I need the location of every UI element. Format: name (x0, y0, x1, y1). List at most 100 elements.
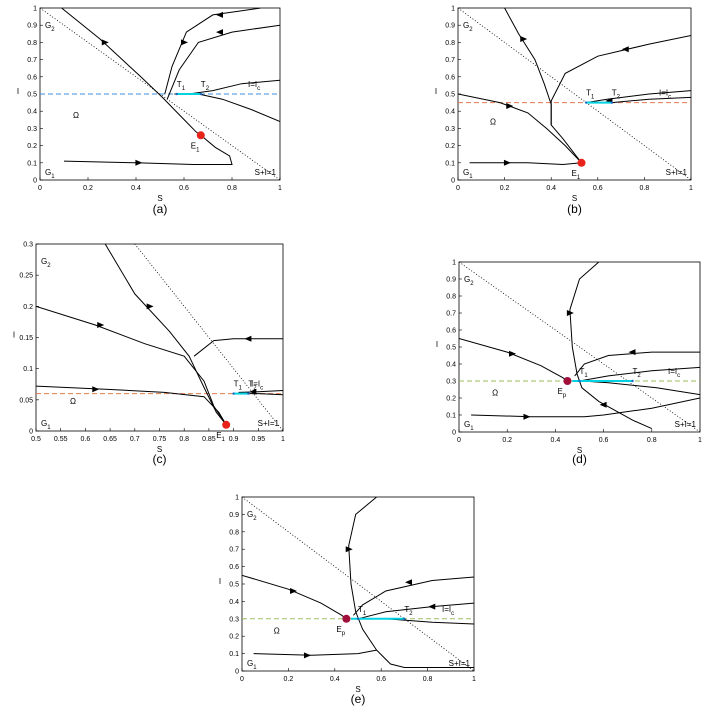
region-label-g2: G2 (464, 275, 474, 287)
trajectory-arrowhead (92, 386, 100, 393)
y-tick-label: 0 (29, 429, 33, 436)
x-tick-label: 0.6 (81, 436, 91, 443)
panel-caption: (b) (567, 202, 582, 216)
x-axis-label: S (157, 194, 162, 203)
tangent-point (175, 92, 178, 96)
tangent-point (199, 92, 202, 96)
x-tick-label: 0.95 (251, 436, 265, 443)
y-tick-label: 0.8 (446, 294, 456, 301)
diagonal-line (134, 244, 283, 431)
y-tick-label: 0.6 (27, 74, 37, 81)
y-tick-label: 0.9 (446, 277, 456, 284)
diagonal-line (242, 497, 474, 671)
y-tick-label: 0.7 (27, 57, 37, 64)
trajectory-arrowhead (135, 159, 143, 166)
y-tick-label: 0.4 (445, 109, 455, 116)
plot-content (40, 8, 280, 180)
x-tick-label: 0.4 (551, 437, 561, 444)
region-label-g1: G1 (463, 168, 473, 180)
region-label-g2: G2 (247, 510, 257, 522)
y-tick-label: 0.1 (445, 160, 455, 167)
diagonal-label: S+I=1 (675, 420, 697, 429)
y-tick-label: 0.8 (445, 40, 455, 47)
y-tick-label: 0.4 (229, 599, 239, 606)
trajectory-3 (469, 162, 582, 166)
region-label-omega: Ω (490, 117, 496, 126)
trajectory-arrowhead (503, 159, 511, 166)
trajectory-6 (611, 96, 691, 104)
y-tick-label: 0.1 (446, 413, 456, 420)
y-tick-label: 0.15 (19, 335, 33, 342)
trajectory-4 (574, 351, 700, 377)
tangent-point (631, 379, 634, 383)
y-tick-label: 0.2 (446, 396, 456, 403)
tangent-point (584, 101, 588, 104)
region-label-g2: G2 (41, 257, 51, 269)
x-tick-label: 0 (38, 185, 42, 192)
trajectory-4 (166, 24, 280, 100)
trajectory-arrowhead (244, 335, 252, 342)
trajectory-arrowhead (97, 322, 105, 329)
y-tick-label: 0.5 (445, 92, 455, 99)
equilibrium-point (222, 420, 231, 429)
x-tick-label: 0.6 (179, 185, 189, 192)
trajectory-3 (253, 649, 377, 656)
trajectory-arrowhead (405, 579, 413, 586)
region-label-omega: Ω (73, 111, 79, 120)
y-tick-label: 0.8 (27, 40, 37, 47)
tangent-point (610, 101, 613, 104)
trajectory-arrowhead (428, 603, 436, 610)
x-tick-label: 0.85 (202, 436, 216, 443)
panel-caption: (c) (153, 452, 167, 466)
point-label: T1 (358, 605, 367, 617)
y-tick-label: 1 (451, 6, 455, 13)
region-label-omega: Ω (274, 626, 280, 635)
trajectory-arrowhead (509, 350, 517, 357)
y-axis-label: I (435, 87, 437, 96)
x-tick-label: 0.8 (179, 436, 189, 443)
threshold-label: I=Ic (251, 380, 263, 392)
y-tick-label: 0.1 (229, 651, 239, 658)
x-tick-label: 1 (472, 676, 476, 683)
y-tick-label: 0 (451, 178, 455, 185)
point-label: T1 (586, 89, 595, 101)
equilibrium-point (342, 614, 351, 623)
y-tick-label: 0.5 (229, 582, 239, 589)
point-label: T1 (177, 80, 186, 92)
trajectory-6 (198, 93, 280, 122)
y-tick-label: 0.6 (446, 328, 456, 335)
region-label-omega: Ω (492, 388, 498, 397)
point-label: Ep (336, 625, 345, 637)
x-axis-label: S (572, 194, 577, 203)
y-tick-label: 0.05 (19, 397, 33, 404)
trajectory-arrowhead (599, 401, 607, 408)
point-label: T2 (404, 605, 413, 617)
y-tick-label: 0.4 (446, 362, 456, 369)
y-tick-label: 0.25 (19, 273, 33, 280)
x-tick-label: 0.8 (227, 185, 237, 192)
y-axis-label: I (219, 577, 221, 586)
y-tick-label: 0.5 (446, 345, 456, 352)
chart-panel-3: 0.5 0.55 0.6 0.65 0.7 0.75 0.8 0.85 0.9 0.95 1 0 0.0… (13, 242, 285, 467)
y-tick-label: 0.3 (229, 616, 239, 623)
y-tick-label: 0.2 (27, 143, 37, 150)
trajectory-arrowhead (621, 46, 629, 53)
y-tick-label: 0.2 (445, 143, 455, 150)
x-tick-label: 0.2 (500, 185, 510, 192)
diagonal-line (459, 262, 700, 432)
panel-caption: (a) (153, 202, 168, 216)
x-tick-label: 0.7 (130, 436, 140, 443)
x-tick-label: 0.4 (330, 676, 340, 683)
region-label-g2: G2 (463, 21, 473, 33)
point-label: E1 (571, 169, 580, 181)
tangent-point (403, 617, 406, 620)
region-label-g1: G1 (464, 420, 474, 432)
region-label-g1: G1 (41, 419, 51, 431)
tangent-point (578, 379, 581, 383)
point-label: T2 (248, 380, 257, 392)
diagonal-label: S+I=1 (258, 419, 280, 428)
x-tick-label: 0 (457, 437, 461, 444)
x-tick-label: 0.9 (229, 436, 239, 443)
y-tick-label: 0.3 (27, 126, 37, 133)
chart-panel-1: 0 0.2 0.4 0.6 0.8 1 0 0.1 0.2 0.3 0.4 0.5 0.6 0.7 0.8 0… (17, 6, 282, 217)
